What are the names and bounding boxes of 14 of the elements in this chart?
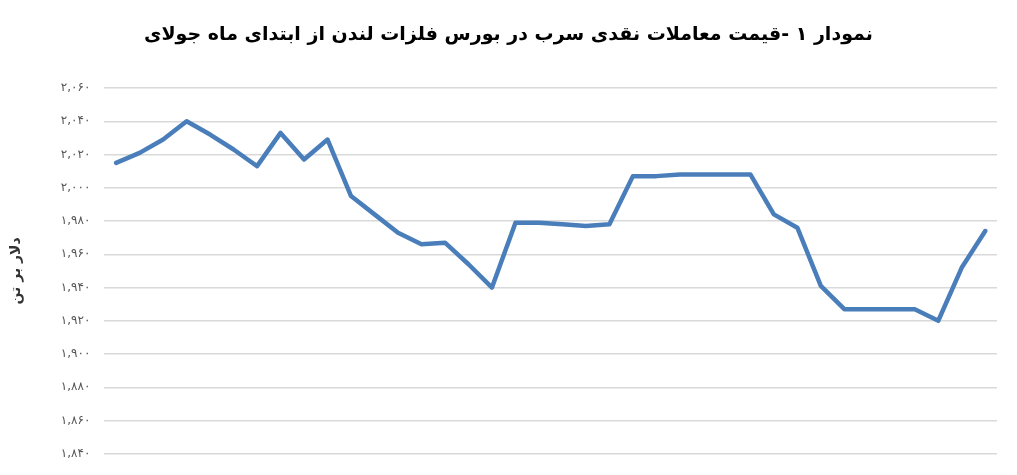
y-tick-label: ۱,۸۶۰ (60, 412, 91, 427)
y-tick-label: ۱,۹۸۰ (60, 213, 91, 228)
chart-title: نمودار ۱ -قیمت معاملات نقدی سرب در بورس فلزات لندن از ابتدای ماه جولای (143, 22, 874, 44)
y-tick-label: ۱,۹۴۰ (60, 279, 91, 294)
y-tick-label: ۲,۰۴۰ (60, 113, 91, 128)
y-tick-label: ۲,۰۶۰ (60, 80, 91, 95)
y-tick-label: ۱,۸۸۰ (60, 379, 91, 394)
y-tick-label: ۱,۸۴۰ (60, 445, 91, 460)
y-axis-title: دلار بر تن (7, 237, 25, 305)
y-tick-label: ۱,۹۲۰ (60, 312, 91, 327)
y-tick-label: ۱,۹۰۰ (60, 346, 91, 361)
y-tick-label: ۱,۹۶۰ (60, 246, 91, 261)
y-tick-label: ۲,۰۲۰ (60, 146, 91, 161)
y-tick-label: ۲,۰۰۰ (60, 179, 91, 194)
